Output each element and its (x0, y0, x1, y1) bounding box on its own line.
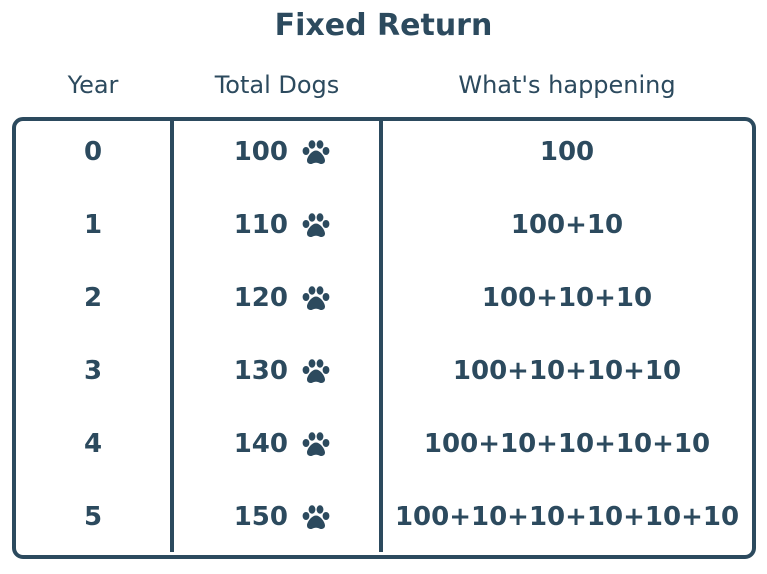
year-cell: 2 (83, 283, 103, 313)
table-row: 0 100 100 (0, 132, 767, 172)
year-cell: 5 (83, 502, 103, 532)
table-row: 5 150 100+10+10+10+10+10 (0, 497, 767, 537)
column-divider (170, 120, 174, 552)
whats-happening-cell: 100 (539, 137, 595, 167)
paw-print-icon (301, 503, 331, 531)
table-row: 1 110 100+10 (0, 205, 767, 245)
table-row: 4 140 100+10+10+10+10 (0, 424, 767, 464)
table-frame (12, 117, 756, 559)
whats-happening-cell: 100+10 (510, 210, 624, 240)
column-divider (379, 120, 383, 552)
whats-happening-cell: 100+10+10+10+10 (423, 429, 711, 459)
column-header-total-dogs: Total Dogs (214, 71, 340, 99)
total-dogs-cell: 140 (233, 429, 288, 459)
total-dogs-cell: 120 (233, 283, 288, 313)
paw-print-icon (301, 284, 331, 312)
whats-happening-cell: 100+10+10+10+10+10 (394, 502, 740, 532)
column-header-whats-happening: What's happening (458, 71, 676, 99)
whats-happening-cell: 100+10+10 (481, 283, 653, 313)
year-cell: 4 (83, 429, 103, 459)
year-cell: 3 (83, 356, 103, 386)
paw-print-icon (301, 357, 331, 385)
column-header-year: Year (67, 71, 119, 99)
year-cell: 1 (83, 210, 103, 240)
paw-print-icon (301, 138, 331, 166)
total-dogs-cell: 100 (233, 137, 288, 167)
whats-happening-cell: 100+10+10+10 (452, 356, 682, 386)
total-dogs-cell: 130 (233, 356, 288, 386)
total-dogs-cell: 150 (233, 502, 288, 532)
year-cell: 0 (83, 137, 103, 167)
total-dogs-cell: 110 (233, 210, 288, 240)
paw-print-icon (301, 430, 331, 458)
table-title: Fixed Return (274, 8, 493, 43)
table-row: 3 130 100+10+10+10 (0, 351, 767, 391)
table-row: 2 120 100+10+10 (0, 278, 767, 318)
paw-print-icon (301, 211, 331, 239)
